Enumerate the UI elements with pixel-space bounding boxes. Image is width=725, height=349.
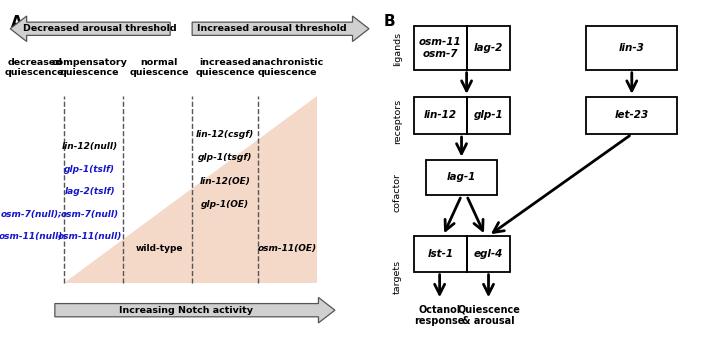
Text: Increasing Notch activity: Increasing Notch activity	[119, 306, 253, 315]
Text: osm-7(null);: osm-7(null);	[0, 210, 62, 219]
Text: osm-7(null): osm-7(null)	[61, 210, 119, 219]
Text: lag-1: lag-1	[447, 172, 476, 183]
Text: lin-12(OE): lin-12(OE)	[199, 177, 251, 186]
Bar	[414, 236, 467, 272]
Polygon shape	[192, 16, 369, 42]
Text: glp-1(OE): glp-1(OE)	[201, 200, 249, 209]
Text: Octanol
response: Octanol response	[415, 305, 465, 326]
Text: osm-11(null): osm-11(null)	[0, 232, 63, 241]
Text: Decreased arousal threshold: Decreased arousal threshold	[22, 24, 176, 33]
Bar	[467, 236, 510, 272]
Polygon shape	[10, 16, 170, 42]
Text: B: B	[384, 14, 396, 29]
Text: lin-12(null): lin-12(null)	[62, 142, 117, 150]
Text: lag-2(tslf): lag-2(tslf)	[65, 187, 115, 196]
Bar	[587, 27, 677, 70]
Bar	[587, 97, 677, 134]
Text: osm-11(OE): osm-11(OE)	[258, 244, 317, 253]
Text: lst-1: lst-1	[428, 249, 454, 259]
Text: targets: targets	[393, 260, 402, 294]
Text: increased
quiescence: increased quiescence	[195, 58, 255, 77]
Text: Quiescence
& arousal: Quiescence & arousal	[457, 305, 520, 326]
Text: glp-1(tsgf): glp-1(tsgf)	[198, 153, 252, 162]
Bar	[467, 97, 510, 134]
Text: osm-11(null): osm-11(null)	[57, 232, 122, 241]
Text: glp-1: glp-1	[473, 110, 503, 120]
Text: egl-4: egl-4	[474, 249, 503, 259]
Bar	[414, 97, 467, 134]
Text: lin-3: lin-3	[619, 43, 645, 53]
Polygon shape	[64, 96, 317, 283]
Text: receptors: receptors	[393, 98, 402, 143]
Text: compensatory
quiescence: compensatory quiescence	[51, 58, 128, 77]
Text: ligands: ligands	[393, 32, 402, 66]
Text: osm-11
osm-7: osm-11 osm-7	[419, 37, 462, 59]
Text: lin-12(csgf): lin-12(csgf)	[196, 130, 254, 139]
Polygon shape	[55, 297, 335, 323]
Text: normal
quiescence: normal quiescence	[130, 58, 189, 77]
Text: wild-type: wild-type	[136, 244, 183, 253]
Text: let-23: let-23	[615, 110, 649, 120]
Text: lin-12: lin-12	[424, 110, 457, 120]
Text: glp-1(tslf): glp-1(tslf)	[64, 165, 115, 174]
Bar	[426, 159, 497, 195]
Text: A: A	[11, 15, 22, 30]
Text: lag-2: lag-2	[474, 43, 503, 53]
Text: Increased arousal threshold: Increased arousal threshold	[196, 24, 347, 33]
Bar	[414, 27, 467, 70]
Text: decreased
quiescence: decreased quiescence	[5, 58, 65, 77]
Bar	[467, 27, 510, 70]
Text: cofactor: cofactor	[393, 173, 402, 213]
Text: anachronistic
quiescence: anachronistic quiescence	[251, 58, 323, 77]
